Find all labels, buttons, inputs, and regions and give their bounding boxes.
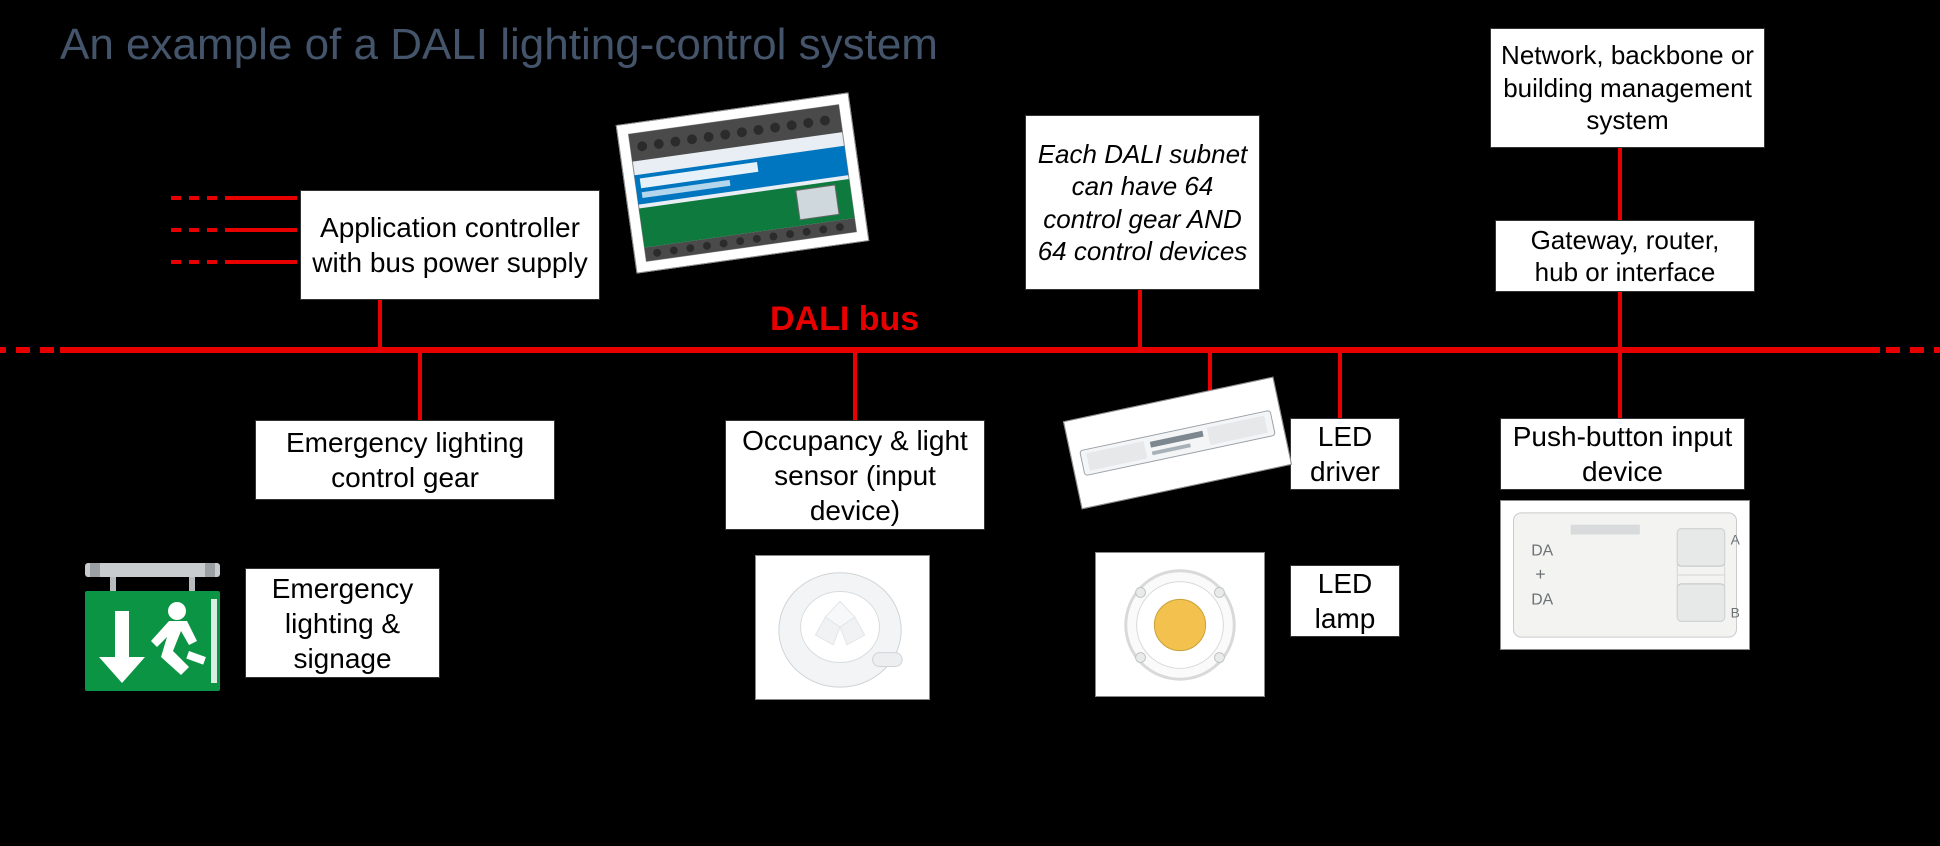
controller-stub-dash (171, 228, 181, 232)
controller-stub (225, 260, 297, 264)
svg-text:A: A (1731, 531, 1741, 547)
svg-text:DA: DA (1531, 542, 1553, 559)
connector-down (1338, 350, 1342, 420)
svg-text:DA: DA (1531, 592, 1553, 609)
box-occupancy-sensor: Occupancy & light sensor (input device) (725, 420, 985, 530)
bus-label: DALI bus (770, 300, 919, 339)
image-led-driver-strip (1063, 377, 1292, 510)
connector-gateway-to-network (1618, 145, 1622, 225)
controller-stub-dash (171, 196, 181, 200)
box-emergency-gear: Emergency lighting control gear (255, 420, 555, 500)
image-led-module (1095, 552, 1265, 697)
controller-stub-dash (189, 196, 199, 200)
box-emergency-signage: Emergency lighting & signage (245, 568, 440, 678)
controller-stub-dash (171, 260, 181, 264)
bus-dash (0, 347, 6, 353)
box-network-management: Network, backbone or building management… (1490, 28, 1765, 148)
box-led-lamp: LED lamp (1290, 565, 1400, 637)
connector-down (853, 350, 857, 420)
controller-stub (225, 196, 297, 200)
image-din-controller (616, 92, 870, 273)
bus-dash (1910, 347, 1924, 353)
box-push-button: Push-button input device (1500, 418, 1745, 490)
controller-stub-dash (207, 196, 217, 200)
dali-bus-line (60, 347, 1880, 353)
image-exit-sign (65, 555, 240, 710)
connector-up (1138, 290, 1142, 350)
bus-dash (16, 347, 30, 353)
svg-text:B: B (1731, 604, 1740, 620)
box-led-driver: LED driver (1290, 418, 1400, 490)
connector-down (1618, 350, 1622, 420)
connector-down (418, 350, 422, 420)
controller-stub (225, 228, 297, 232)
image-push-button-device: DA + DA A B (1500, 500, 1750, 650)
box-application-controller: Application controller with bus power su… (300, 190, 600, 300)
controller-stub-dash (189, 228, 199, 232)
bus-dash (1886, 347, 1900, 353)
box-subnet-note: Each DALI subnet can have 64 control gea… (1025, 115, 1260, 290)
controller-stub-dash (189, 260, 199, 264)
box-gateway: Gateway, router, hub or interface (1495, 220, 1755, 292)
diagram-title: An example of a DALI lighting-control sy… (60, 20, 938, 70)
bus-dash (1934, 347, 1940, 353)
controller-stub-dash (207, 260, 217, 264)
image-pir-sensor (755, 555, 930, 700)
svg-text:+: + (1535, 564, 1545, 584)
bus-dash (40, 347, 54, 353)
controller-stub-dash (207, 228, 217, 232)
connector-up (1618, 290, 1622, 350)
